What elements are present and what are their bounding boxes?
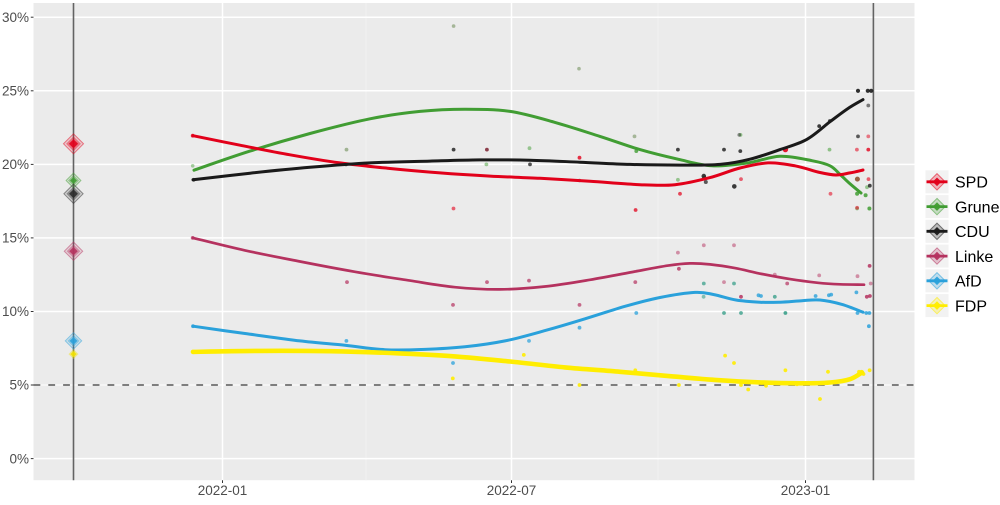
svg-text:CDU: CDU [955,224,990,241]
svg-text:AfD: AfD [955,274,982,291]
svg-text:2022-01: 2022-01 [198,483,248,498]
svg-text:Linke: Linke [955,249,993,266]
svg-text:FDP: FDP [955,298,987,315]
svg-text:2023-01: 2023-01 [781,483,831,498]
svg-text:5%: 5% [9,378,29,393]
svg-text:SPD: SPD [955,175,988,192]
svg-text:Grune: Grune [955,199,1000,216]
svg-text:10%: 10% [2,304,29,319]
svg-text:30%: 30% [2,10,29,25]
svg-text:0%: 0% [9,451,29,466]
svg-text:20%: 20% [2,157,29,172]
svg-text:2022-07: 2022-07 [487,483,537,498]
svg-text:25%: 25% [2,84,29,99]
svg-text:15%: 15% [2,231,29,246]
